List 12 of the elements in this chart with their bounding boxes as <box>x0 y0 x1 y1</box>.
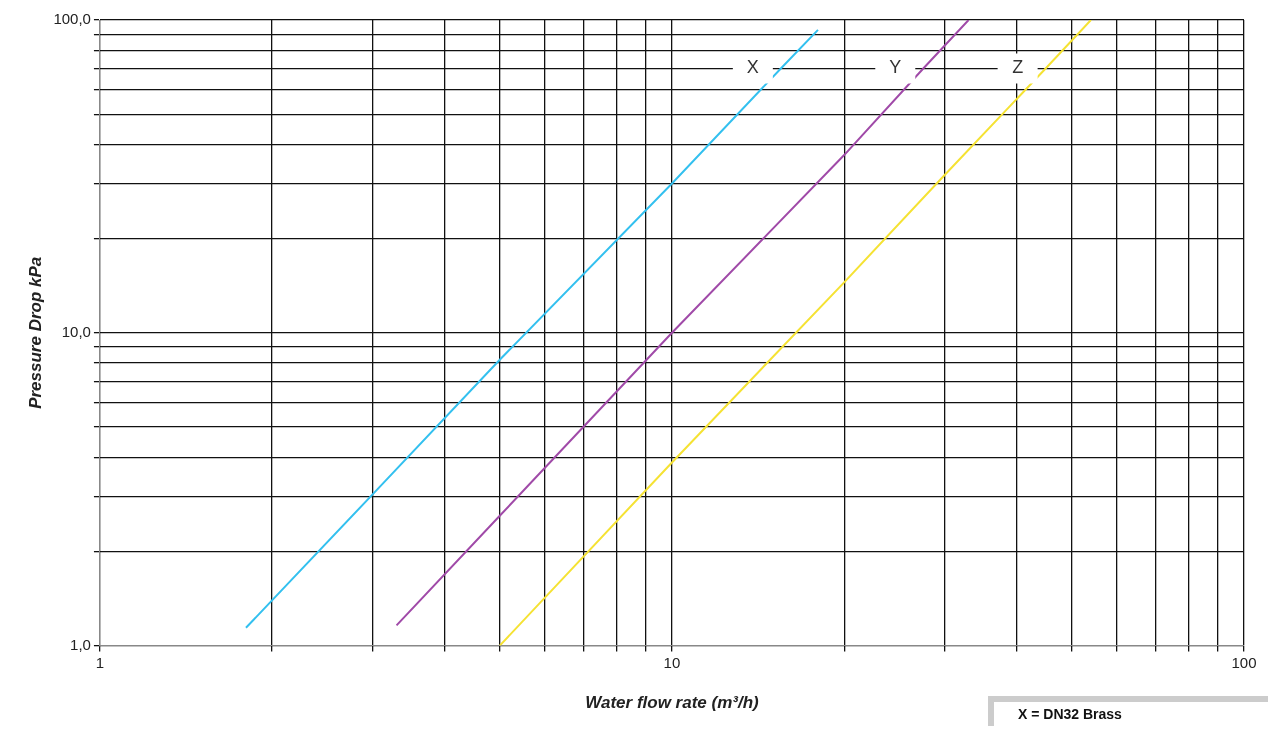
x-tick-label: 100 <box>1231 653 1257 671</box>
y-axis-title: Pressure Drop kPa <box>25 256 45 409</box>
x-axis-title: Water flow rate (m³/h) <box>585 693 760 713</box>
x-tick-label: 1 <box>95 653 105 671</box>
series-label: X <box>746 57 759 78</box>
series-label: Z <box>1012 57 1024 78</box>
x-tick-label: 10 <box>663 653 681 671</box>
text: X = DN32 Brass <box>1018 705 1123 722</box>
y-tick-label: 10,0 <box>61 322 91 340</box>
y-tick-label: 100,0 <box>53 10 91 28</box>
y-tick-label: 1,0 <box>70 635 91 653</box>
series-label: Y <box>889 57 902 78</box>
